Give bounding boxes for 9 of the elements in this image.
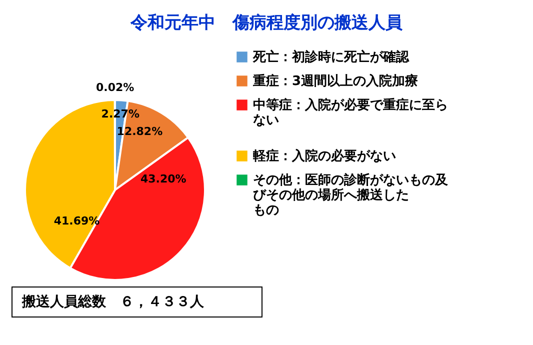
legend-label: 軽症：入院の必要がない (252, 148, 396, 164)
legend-label: 中等症：入院が必要で重症に至らない (253, 97, 448, 128)
text: 搬送人員総数 ６，４３３人 (21, 294, 205, 310)
legend-label: その他：医師の診断がないもの及びその他の場所へ搬送したもの (253, 172, 449, 218)
data-label: 43.20% (140, 172, 186, 186)
legend-label: 重症：3週間以上の入院加療 (252, 73, 418, 89)
chart-title: 令和元年中 傷病程度別の搬送人員 (130, 13, 404, 33)
legend-label: 死亡：初診時に死亡が確認 (252, 49, 410, 65)
data-label: 0.02% (96, 81, 134, 94)
